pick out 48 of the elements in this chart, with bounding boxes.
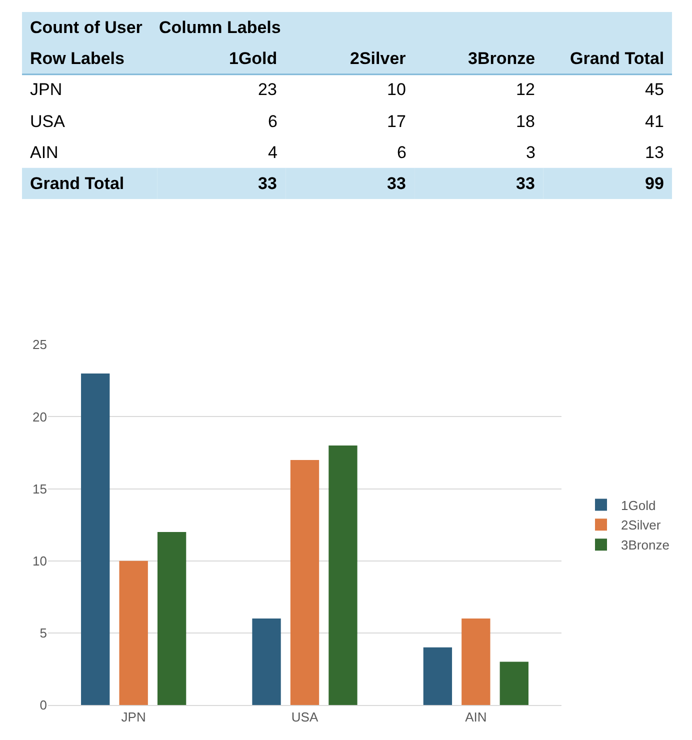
bar [252, 618, 281, 705]
data-label: 41 [645, 112, 664, 131]
data-label: 17 [387, 112, 406, 131]
data-label: 45 [645, 80, 664, 99]
legend-label: 2Silver [621, 518, 662, 533]
bar [328, 446, 358, 705]
data-label: 99 [645, 174, 664, 193]
bar [500, 662, 528, 705]
data-label: 33 [387, 174, 406, 193]
x-tick-label: Grand Total [570, 49, 664, 68]
y-tick-label: 5 [40, 625, 47, 640]
bar [462, 618, 490, 705]
y-tick-label: 15 [32, 481, 47, 496]
x-tick-label: USA [291, 710, 318, 725]
x-tick-label: 1Gold [229, 49, 278, 68]
x-tick-label: 3Bronze [468, 49, 536, 68]
x-tick-label: 2Silver [350, 49, 406, 68]
y-tick-label: 20 [32, 409, 47, 424]
y-tick-label: AIN [30, 143, 58, 162]
data-label: 12 [516, 80, 535, 99]
bar [157, 532, 186, 705]
y-tick-label: 10 [32, 553, 47, 568]
bar [423, 647, 452, 705]
x-tick-label: AIN [465, 710, 487, 725]
bar [119, 560, 148, 705]
y-tick-label: JPN [30, 80, 62, 99]
data-label: 6 [397, 143, 406, 162]
data-label: 33 [516, 174, 535, 193]
y-tick-label: Grand Total [30, 174, 124, 193]
data-label: 10 [387, 80, 406, 99]
data-label: 33 [258, 174, 277, 193]
y-tick-label: USA [30, 112, 66, 131]
text: Column Labels [159, 18, 281, 37]
legend-label: 1Gold [621, 498, 656, 513]
y-tick-label: 25 [32, 337, 47, 352]
data-label: 23 [258, 80, 277, 99]
data-label: 3 [526, 143, 536, 162]
text: Count of User [30, 18, 143, 37]
y-tick-label: 0 [40, 698, 47, 713]
bar [290, 460, 320, 705]
data-label: 4 [268, 143, 278, 162]
legend-label: 3Bronze [621, 538, 670, 553]
data-label: 18 [516, 112, 535, 131]
data-label: 6 [268, 112, 278, 131]
x-tick-label: JPN [121, 710, 146, 725]
text: Row Labels [30, 49, 124, 68]
data-label: 13 [645, 143, 664, 162]
bar [81, 373, 110, 705]
